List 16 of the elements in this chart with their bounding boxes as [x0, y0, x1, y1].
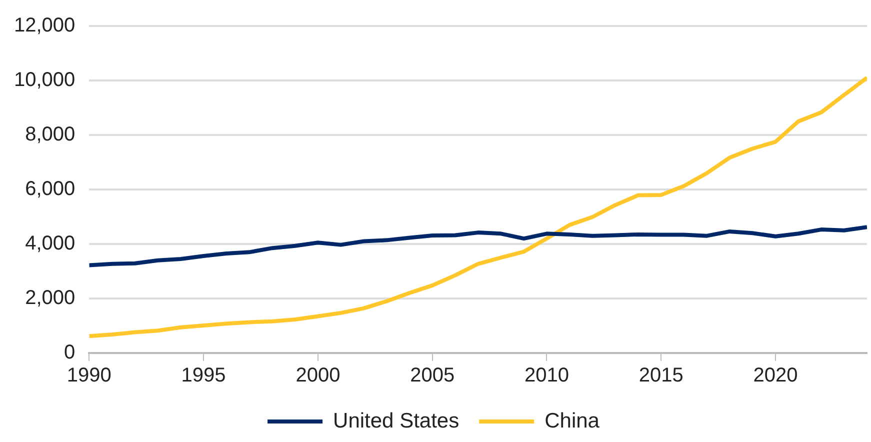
- legend-label: China: [544, 409, 600, 432]
- y-tick-label: 4,000: [25, 232, 76, 255]
- y-tick-label: 2,000: [25, 287, 76, 310]
- y-tick-label: 10,000: [14, 69, 76, 92]
- x-tick-label: 2010: [524, 364, 569, 387]
- legend-label: United States: [333, 409, 460, 432]
- x-tick-label: 2020: [753, 364, 798, 387]
- x-tick-label: 2000: [296, 364, 340, 387]
- y-tick-label: 12,000: [14, 14, 76, 37]
- y-tick-label: 0: [64, 342, 76, 364]
- x-tick-label: 2005: [410, 364, 455, 387]
- x-tick-label: 1990: [66, 364, 112, 387]
- x-tick-label: 1995: [181, 364, 226, 387]
- y-tick-label: 8,000: [25, 124, 76, 146]
- x-tick-label: 2015: [638, 364, 684, 387]
- y-tick-label: 6,000: [25, 178, 76, 200]
